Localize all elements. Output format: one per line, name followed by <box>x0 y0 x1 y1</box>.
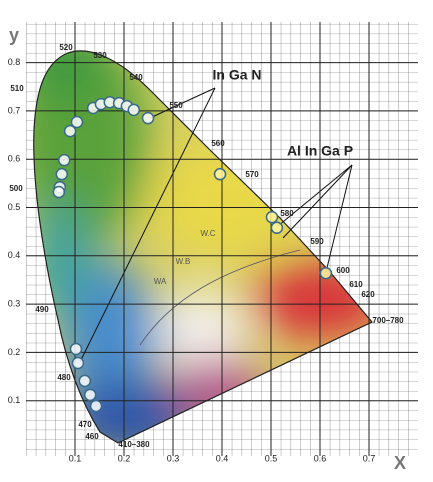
x-tick-label: 0.7 <box>363 453 376 463</box>
wavelength-label: 610 <box>349 280 363 289</box>
x-tick-label: 0.2 <box>118 453 131 463</box>
wavelength-label: 480 <box>57 373 71 382</box>
wavelength-label: 500 <box>9 184 23 193</box>
data-point <box>71 356 85 370</box>
data-point <box>213 167 227 181</box>
y-axis-label: y <box>9 25 19 45</box>
y-tick-label: 0.6 <box>8 154 21 164</box>
wavelength-label: 410–380 <box>118 440 150 449</box>
blackbody-curve <box>139 249 301 346</box>
y-tick-label: 0.8 <box>8 57 21 67</box>
data-point <box>55 167 69 181</box>
wavelength-label: 570 <box>245 170 259 179</box>
wavelength-label: 700–780 <box>372 316 404 325</box>
y-tick-label: 0.5 <box>8 202 21 212</box>
series-label: In Ga N <box>212 67 261 83</box>
data-point <box>57 153 71 167</box>
wavelength-label: 460 <box>85 432 99 441</box>
data-point <box>83 388 97 402</box>
wavelength-label: 560 <box>211 139 225 148</box>
wavelength-label: 620 <box>361 290 375 299</box>
wavelength-label: 470 <box>78 420 92 429</box>
x-tick-label: 0.4 <box>216 453 229 463</box>
region-label: WA <box>154 277 167 286</box>
data-point <box>270 221 284 235</box>
data-point <box>127 103 141 117</box>
data-point <box>70 115 84 129</box>
wavelength-label: 540 <box>129 73 143 82</box>
data-point <box>265 210 279 224</box>
data-point <box>63 124 77 138</box>
region-label: W.B <box>176 257 191 266</box>
x-tick-label: 0.5 <box>265 453 278 463</box>
wavelength-label: 580 <box>280 209 294 218</box>
wavelength-label: 600 <box>336 266 350 275</box>
data-point <box>52 185 66 199</box>
x-axis-label: X <box>394 453 406 473</box>
wavelength-label: 490 <box>35 305 49 314</box>
data-point <box>141 111 155 125</box>
wavelength-label: 550 <box>169 101 183 110</box>
series-label: Al In Ga P <box>287 143 353 159</box>
x-tick-label: 0.6 <box>314 453 327 463</box>
y-tick-label: 0.1 <box>8 395 21 405</box>
callout-lines <box>79 87 353 363</box>
wavelength-label: 520 <box>59 43 73 52</box>
y-tick-label: 0.3 <box>8 298 21 308</box>
data-point <box>78 374 92 388</box>
region-label: W.C <box>200 229 215 238</box>
y-tick-label: 0.4 <box>8 250 21 260</box>
wavelength-label: 590 <box>310 237 324 246</box>
spectral-locus <box>33 50 373 444</box>
data-point <box>69 342 83 356</box>
y-tick-label: 0.2 <box>8 347 21 357</box>
y-tick-label: 0.7 <box>8 105 21 115</box>
wavelength-label: 530 <box>93 51 107 60</box>
x-tick-label: 0.3 <box>167 453 180 463</box>
data-point <box>89 399 103 413</box>
wavelength-label: 510 <box>10 84 24 93</box>
x-tick-label: 0.1 <box>69 453 82 463</box>
data-point <box>319 266 333 280</box>
